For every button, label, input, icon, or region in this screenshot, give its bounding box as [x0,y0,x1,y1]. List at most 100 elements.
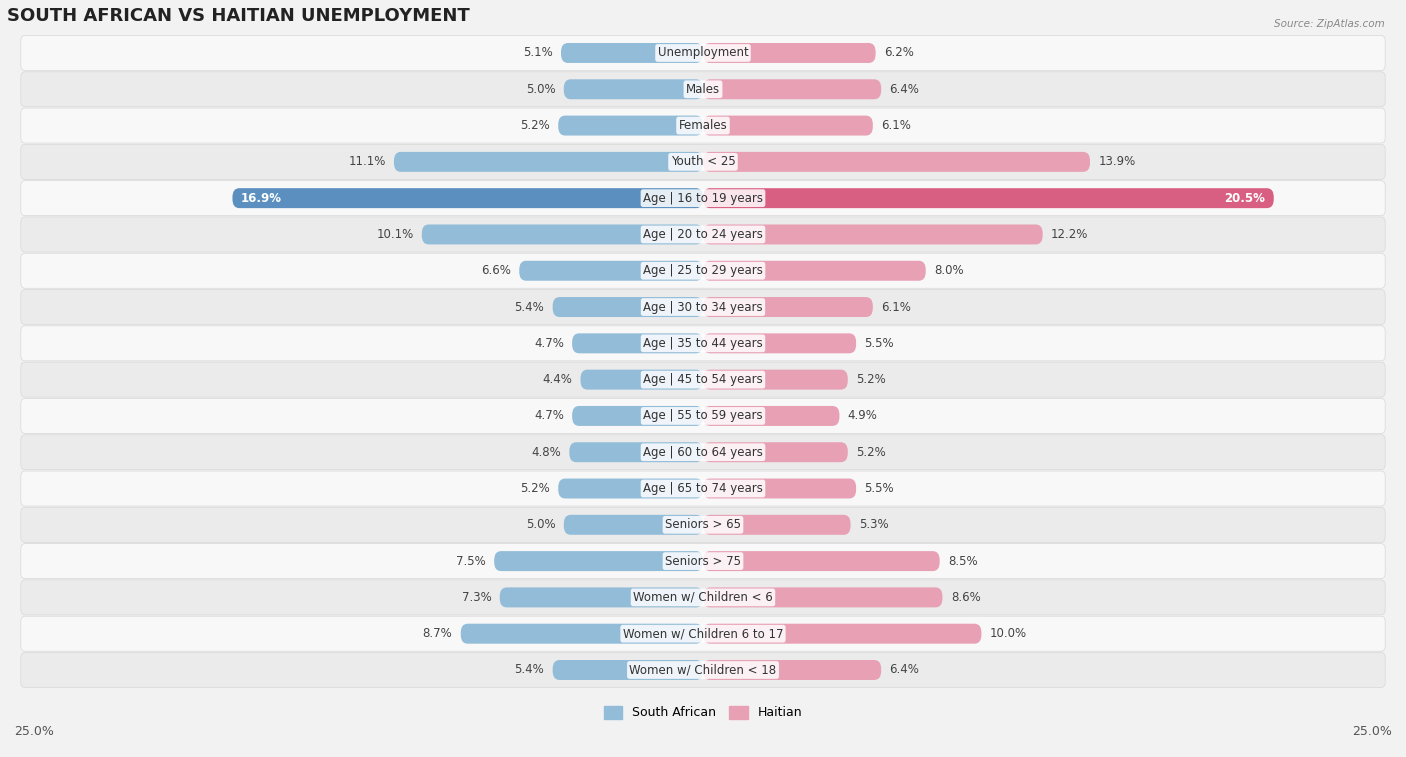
Text: 6.4%: 6.4% [890,663,920,677]
FancyBboxPatch shape [21,398,1385,434]
FancyBboxPatch shape [703,225,1043,245]
FancyBboxPatch shape [572,406,703,426]
Text: 5.0%: 5.0% [526,519,555,531]
Text: 7.3%: 7.3% [461,591,492,604]
Text: 25.0%: 25.0% [14,725,53,738]
FancyBboxPatch shape [703,624,981,643]
FancyBboxPatch shape [561,43,703,63]
FancyBboxPatch shape [422,225,703,245]
Text: 16.9%: 16.9% [240,192,281,204]
Text: Age | 65 to 74 years: Age | 65 to 74 years [643,482,763,495]
Text: 6.2%: 6.2% [884,46,914,60]
FancyBboxPatch shape [461,624,703,643]
Text: 10.1%: 10.1% [377,228,413,241]
Text: Age | 16 to 19 years: Age | 16 to 19 years [643,192,763,204]
Text: 8.5%: 8.5% [948,555,977,568]
FancyBboxPatch shape [569,442,703,463]
FancyBboxPatch shape [703,116,873,136]
Text: 4.9%: 4.9% [848,410,877,422]
FancyBboxPatch shape [553,660,703,680]
Text: 7.5%: 7.5% [456,555,486,568]
Text: Age | 60 to 64 years: Age | 60 to 64 years [643,446,763,459]
Text: Women w/ Children 6 to 17: Women w/ Children 6 to 17 [623,628,783,640]
Text: Age | 45 to 54 years: Age | 45 to 54 years [643,373,763,386]
Text: 5.2%: 5.2% [520,482,550,495]
Text: 6.1%: 6.1% [882,119,911,132]
FancyBboxPatch shape [232,188,703,208]
Text: 5.5%: 5.5% [865,337,894,350]
Text: Youth < 25: Youth < 25 [671,155,735,168]
Text: Women w/ Children < 18: Women w/ Children < 18 [630,663,776,677]
FancyBboxPatch shape [703,515,851,534]
FancyBboxPatch shape [703,333,856,354]
FancyBboxPatch shape [21,362,1385,397]
Text: Age | 30 to 34 years: Age | 30 to 34 years [643,301,763,313]
Text: 5.2%: 5.2% [856,373,886,386]
Text: 5.2%: 5.2% [520,119,550,132]
Text: 4.4%: 4.4% [543,373,572,386]
Text: Males: Males [686,83,720,96]
FancyBboxPatch shape [21,108,1385,143]
Text: Women w/ Children < 6: Women w/ Children < 6 [633,591,773,604]
Text: 12.2%: 12.2% [1052,228,1088,241]
Text: Source: ZipAtlas.com: Source: ZipAtlas.com [1274,19,1385,29]
Text: Age | 55 to 59 years: Age | 55 to 59 years [643,410,763,422]
FancyBboxPatch shape [21,181,1385,216]
Text: Unemployment: Unemployment [658,46,748,60]
Text: 5.2%: 5.2% [856,446,886,459]
FancyBboxPatch shape [21,289,1385,325]
FancyBboxPatch shape [581,369,703,390]
Text: 10.0%: 10.0% [990,628,1026,640]
Text: SOUTH AFRICAN VS HAITIAN UNEMPLOYMENT: SOUTH AFRICAN VS HAITIAN UNEMPLOYMENT [7,7,470,25]
FancyBboxPatch shape [519,260,703,281]
Text: 5.4%: 5.4% [515,663,544,677]
Text: 6.6%: 6.6% [481,264,510,277]
FancyBboxPatch shape [21,471,1385,506]
Text: Age | 20 to 24 years: Age | 20 to 24 years [643,228,763,241]
FancyBboxPatch shape [21,653,1385,687]
Text: Seniors > 75: Seniors > 75 [665,555,741,568]
FancyBboxPatch shape [572,333,703,354]
FancyBboxPatch shape [703,442,848,463]
Text: 25.0%: 25.0% [1353,725,1392,738]
FancyBboxPatch shape [21,580,1385,615]
FancyBboxPatch shape [703,188,1274,208]
FancyBboxPatch shape [21,616,1385,651]
FancyBboxPatch shape [494,551,703,571]
FancyBboxPatch shape [703,297,873,317]
Text: Age | 35 to 44 years: Age | 35 to 44 years [643,337,763,350]
Text: Seniors > 65: Seniors > 65 [665,519,741,531]
FancyBboxPatch shape [564,79,703,99]
Text: 4.7%: 4.7% [534,337,564,350]
FancyBboxPatch shape [499,587,703,607]
FancyBboxPatch shape [21,326,1385,361]
FancyBboxPatch shape [703,406,839,426]
FancyBboxPatch shape [703,660,882,680]
Legend: South African, Haitian: South African, Haitian [599,701,807,724]
Text: 13.9%: 13.9% [1098,155,1136,168]
FancyBboxPatch shape [703,551,939,571]
FancyBboxPatch shape [21,217,1385,252]
Text: 6.4%: 6.4% [890,83,920,96]
FancyBboxPatch shape [21,507,1385,542]
Text: 5.3%: 5.3% [859,519,889,531]
Text: 20.5%: 20.5% [1225,192,1265,204]
Text: 8.6%: 8.6% [950,591,980,604]
FancyBboxPatch shape [703,79,882,99]
FancyBboxPatch shape [703,260,925,281]
Text: Age | 25 to 29 years: Age | 25 to 29 years [643,264,763,277]
FancyBboxPatch shape [21,72,1385,107]
Text: 5.1%: 5.1% [523,46,553,60]
FancyBboxPatch shape [553,297,703,317]
FancyBboxPatch shape [21,254,1385,288]
FancyBboxPatch shape [21,435,1385,469]
FancyBboxPatch shape [558,116,703,136]
Text: 5.5%: 5.5% [865,482,894,495]
FancyBboxPatch shape [21,544,1385,578]
FancyBboxPatch shape [703,43,876,63]
Text: 6.1%: 6.1% [882,301,911,313]
FancyBboxPatch shape [394,152,703,172]
Text: 5.4%: 5.4% [515,301,544,313]
Text: 4.8%: 4.8% [531,446,561,459]
FancyBboxPatch shape [558,478,703,499]
